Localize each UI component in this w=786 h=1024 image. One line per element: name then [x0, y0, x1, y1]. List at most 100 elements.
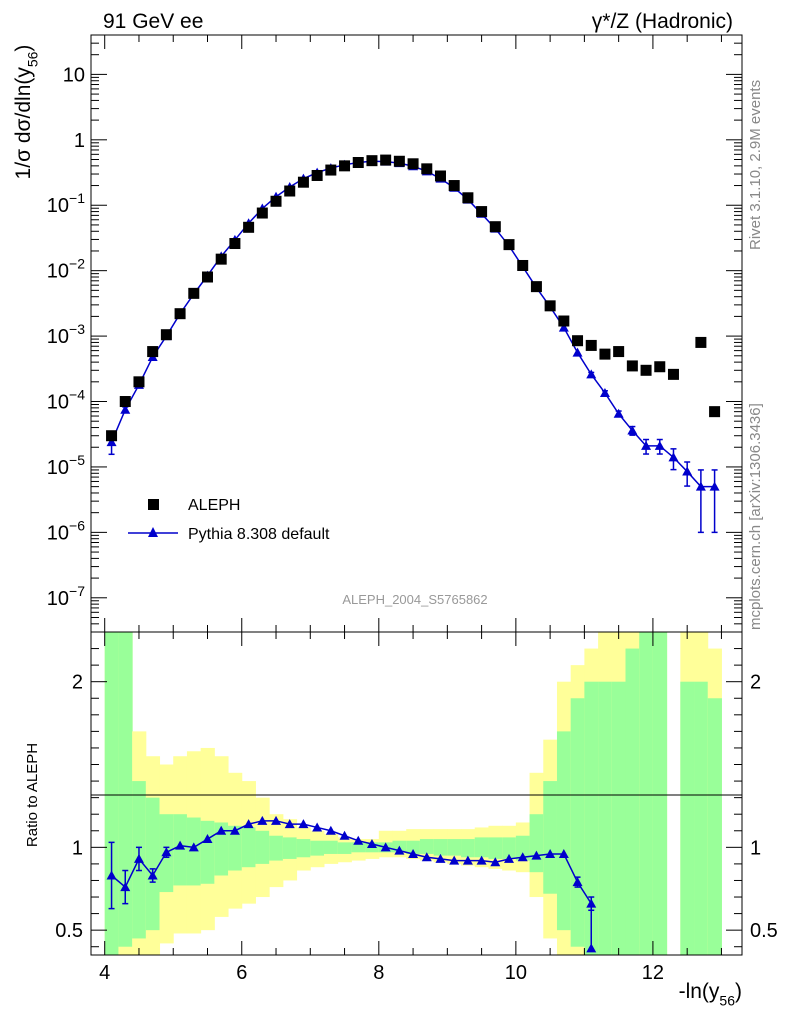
- aleph-point: [147, 346, 159, 358]
- ratio-plot-frame: [90, 631, 743, 956]
- aleph-point: [380, 154, 392, 166]
- ratio-point: [435, 853, 446, 863]
- aleph-point: [133, 376, 145, 388]
- aleph-point: [270, 195, 282, 207]
- ratio-point: [202, 834, 213, 844]
- aleph-point: [462, 192, 474, 204]
- ratio-point: [572, 877, 583, 887]
- pythia-point: [106, 437, 117, 447]
- aleph-point: [599, 348, 611, 360]
- main-y-tick-label: 10−3: [47, 321, 85, 348]
- ratio-band-green: [351, 842, 366, 853]
- x-tick-label: 4: [99, 962, 110, 984]
- x-tick-label: 12: [642, 962, 664, 984]
- aleph-point: [297, 176, 309, 188]
- ratio-point: [394, 845, 405, 855]
- ratio-point: [366, 839, 377, 849]
- ratio-band-green: [639, 632, 654, 955]
- ratio-band-green: [488, 837, 503, 859]
- main-y-ticks: 10−7 10−6 10−5 10−4 10−3 10−2 10−1 1 10: [47, 34, 742, 633]
- ratio-point: [476, 855, 487, 865]
- ratio-y-ticks: 0.5 0.5 1 1 2 2: [55, 648, 778, 948]
- ratio-point: [408, 848, 419, 858]
- ratio-point: [517, 852, 528, 862]
- ratio-band-green: [570, 698, 585, 947]
- ratio-point: [353, 835, 364, 845]
- ratio-point: [449, 855, 460, 865]
- aleph-point: [640, 364, 652, 376]
- ratio-band-green: [255, 830, 270, 864]
- pythia-point: [668, 452, 679, 462]
- pythia-point: [641, 440, 652, 450]
- aleph-point: [572, 335, 584, 347]
- main-y-tick-label: 10−5: [47, 452, 85, 479]
- x-tick-label: 10: [505, 962, 527, 984]
- legend: ALEPH Pythia 8.308 default: [128, 497, 330, 543]
- ratio-point: [421, 852, 432, 862]
- aleph-point: [229, 238, 241, 250]
- pythia-point: [709, 481, 720, 491]
- ratio-band-green: [652, 632, 668, 955]
- ratio-point: [243, 819, 254, 829]
- ratio-point: [462, 855, 473, 865]
- ratio-point: [586, 943, 597, 953]
- legend-pythia-label: Pythia 8.308 default: [188, 526, 330, 543]
- main-y-axis-label: 1/σ dσ/dln(y56): [12, 45, 40, 180]
- aleph-point: [188, 287, 200, 299]
- ratio-band-green: [269, 835, 284, 861]
- ratio-point: [586, 898, 597, 908]
- main-y-tick-label: 1: [74, 130, 85, 152]
- rivet-label: Rivet 3.1.10, 2.9M events: [747, 80, 764, 250]
- aleph-point: [626, 360, 638, 372]
- pythia-point: [599, 387, 610, 397]
- ratio-point: [380, 842, 391, 852]
- aleph-point: [119, 396, 131, 408]
- mcplots-label: mcplots.cern.ch [arXiv:1306.3436]: [747, 403, 764, 630]
- main-y-tick-label: 10−6: [47, 517, 85, 544]
- aleph-point: [284, 185, 296, 197]
- aleph-point: [654, 361, 666, 373]
- header-left: 91 GeV ee: [103, 10, 203, 33]
- ratio-point: [257, 815, 268, 825]
- x-axis-label: -ln(y56): [679, 980, 742, 1008]
- pythia-point: [586, 369, 597, 379]
- ratio-band-green: [707, 698, 722, 955]
- aleph-point: [503, 239, 515, 251]
- ratio-y-tick-label-left: 0.5: [55, 920, 83, 942]
- pythia-point: [572, 347, 583, 357]
- aleph-point: [558, 315, 570, 327]
- aleph-point: [667, 368, 679, 380]
- aleph-point: [613, 346, 625, 358]
- ratio-point: [188, 842, 199, 852]
- ratio-plot-panel: 0.5 0.51 12 2 4 6 8 10 12 Ratio to ALEPH -ln(y5…: [24, 35, 778, 1008]
- aleph-point: [709, 406, 721, 418]
- ratio-uncertainty-bands: [104, 632, 722, 955]
- ratio-point: [229, 825, 240, 835]
- ratio-point: [558, 848, 569, 858]
- pythia-point: [627, 425, 638, 435]
- aleph-point: [448, 180, 460, 192]
- ratio-point: [271, 815, 282, 825]
- ratio-band-green: [310, 840, 325, 856]
- ratio-band-green: [625, 648, 640, 955]
- ratio-band-green: [419, 839, 435, 854]
- ratio-point: [284, 819, 295, 829]
- pythia-line: [110, 160, 715, 488]
- pythia-point: [682, 466, 693, 476]
- ratio-band-green: [282, 837, 298, 859]
- legend-aleph-label: ALEPH: [188, 497, 240, 514]
- ratio-band-green: [474, 837, 489, 858]
- aleph-point: [311, 169, 323, 181]
- main-y-tick-label: 10−2: [47, 256, 85, 283]
- aleph-point: [201, 271, 213, 283]
- ratio-point: [545, 848, 556, 858]
- ratio-band-green: [611, 681, 627, 955]
- ratio-point: [106, 870, 117, 880]
- aleph-point: [585, 339, 597, 351]
- aleph-point: [215, 253, 227, 265]
- aleph-point: [393, 155, 405, 167]
- aleph-point: [544, 300, 556, 312]
- main-plot-panel: 10−7 10−6 10−5 10−4 10−3 10−2 10−1 1 10 ALEPH_20…: [12, 34, 743, 633]
- aleph-point: [325, 164, 337, 176]
